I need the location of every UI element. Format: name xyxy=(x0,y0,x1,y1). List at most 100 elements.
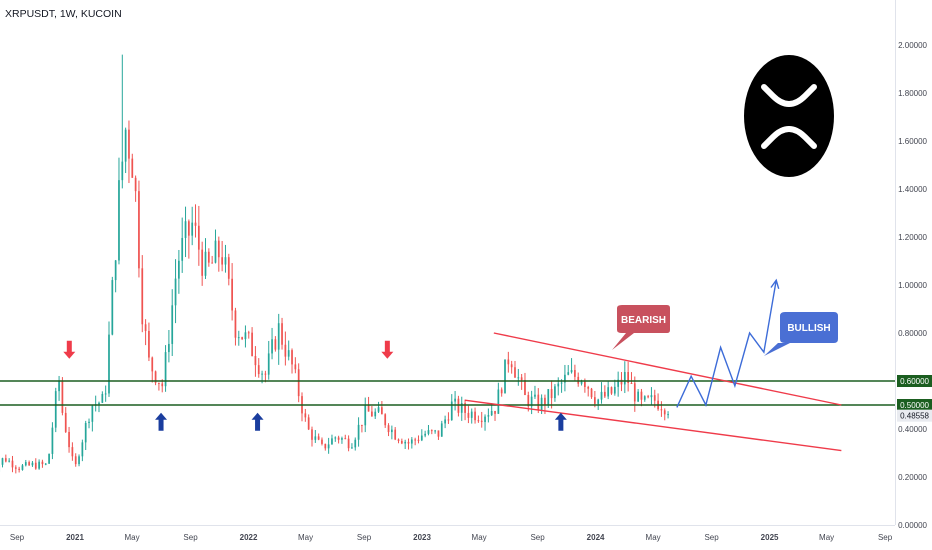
candle-body xyxy=(11,460,14,468)
candle-body xyxy=(593,397,596,404)
candle-body xyxy=(217,240,220,258)
candle-body xyxy=(4,458,7,462)
candle-body xyxy=(224,257,227,265)
candle-body xyxy=(81,442,84,457)
candle-body xyxy=(427,430,430,434)
candle-body xyxy=(510,364,513,368)
current-price-label: 0.48558 xyxy=(900,412,929,421)
candle-body xyxy=(138,191,140,269)
candle-body xyxy=(327,444,330,449)
candle-body xyxy=(490,410,493,416)
candle-body xyxy=(544,397,546,405)
candle-body xyxy=(540,397,543,411)
candle-body xyxy=(321,439,323,444)
candle-body xyxy=(247,332,250,334)
candle-body xyxy=(520,377,523,381)
candle-body xyxy=(351,447,353,449)
candle-body xyxy=(61,381,64,413)
candle-body xyxy=(547,389,550,405)
candle-body xyxy=(524,380,526,396)
candle-body xyxy=(178,260,180,279)
candle-body xyxy=(494,410,496,414)
candle-body xyxy=(667,414,669,416)
candle-body xyxy=(287,350,290,357)
price-tick-label: 1.60000 xyxy=(898,137,927,146)
candle-body xyxy=(101,393,104,403)
time-tick-label: May xyxy=(819,533,834,542)
candle-body xyxy=(204,251,207,276)
candle-body xyxy=(404,441,407,444)
candle-body xyxy=(281,323,283,345)
candle-body xyxy=(1,458,4,465)
candle-body xyxy=(311,429,313,440)
candle-body xyxy=(71,447,74,457)
candle-body xyxy=(48,453,50,464)
candle-body xyxy=(440,423,443,437)
candle-body xyxy=(454,398,456,402)
level-price-label: 0.60000 xyxy=(900,377,929,386)
candle-body xyxy=(600,391,603,400)
candle-body xyxy=(108,334,110,394)
candle-body xyxy=(114,260,117,281)
candle-body xyxy=(607,387,610,397)
price-axis: 2.00000 1.80000 1.60000 1.40000 1.20000 1.000… xyxy=(898,41,927,530)
candle-body xyxy=(194,222,197,226)
candle-body xyxy=(407,441,410,444)
candle-body xyxy=(38,461,40,469)
candle-body xyxy=(420,435,423,441)
candle-body xyxy=(211,262,214,264)
candle-body xyxy=(304,413,307,418)
candle-body xyxy=(344,438,347,440)
arrow-up-icon xyxy=(554,412,567,431)
candle-body xyxy=(231,278,233,311)
candle-body xyxy=(357,424,360,440)
bearish-callout: BEARISH xyxy=(612,305,670,350)
candle-body xyxy=(317,436,320,440)
time-tick-label: 2021 xyxy=(66,533,84,542)
chart-title: XRPUSDT, 1W, KUCOIN xyxy=(5,8,122,20)
candle-body xyxy=(98,402,100,405)
candle-body xyxy=(437,430,440,437)
candle-body xyxy=(597,399,600,404)
candle-body xyxy=(24,462,27,466)
candle-body xyxy=(484,416,486,423)
candle-body xyxy=(474,411,476,421)
candle-body xyxy=(347,438,350,449)
candle-body xyxy=(467,412,470,418)
candle-body xyxy=(284,344,287,357)
candle-body xyxy=(111,280,114,335)
candle-body xyxy=(381,407,383,415)
candle-body xyxy=(128,129,130,159)
candle-body xyxy=(587,387,590,389)
arrow-up-icon xyxy=(155,412,168,431)
candle-body xyxy=(78,456,80,465)
candle-body xyxy=(643,396,646,400)
candle-body xyxy=(154,371,157,383)
candle-body xyxy=(64,412,67,432)
bullish-projection-path xyxy=(676,278,780,408)
candle-body xyxy=(647,396,649,398)
time-tick-label: 2023 xyxy=(413,533,431,542)
candle-body xyxy=(550,389,553,399)
candle-body xyxy=(394,429,397,440)
candle-body xyxy=(367,405,370,412)
candle-body xyxy=(267,353,270,375)
bullish-label: BULLISH xyxy=(787,323,830,334)
candle-body xyxy=(191,222,194,236)
candle-body xyxy=(554,386,556,399)
candle-body xyxy=(241,337,243,340)
candle-body xyxy=(207,251,210,263)
candle-body xyxy=(141,268,144,325)
time-tick-label: May xyxy=(298,533,313,542)
time-tick-label: 2022 xyxy=(240,533,258,542)
signal-arrows xyxy=(63,340,567,431)
candle-body xyxy=(424,433,427,436)
candle-body xyxy=(257,365,260,375)
candle-body xyxy=(397,439,400,441)
candle-body xyxy=(324,443,327,449)
candle-body xyxy=(151,357,154,372)
candle-body xyxy=(557,383,560,387)
candle-body xyxy=(221,257,224,265)
candle-body xyxy=(21,465,24,470)
